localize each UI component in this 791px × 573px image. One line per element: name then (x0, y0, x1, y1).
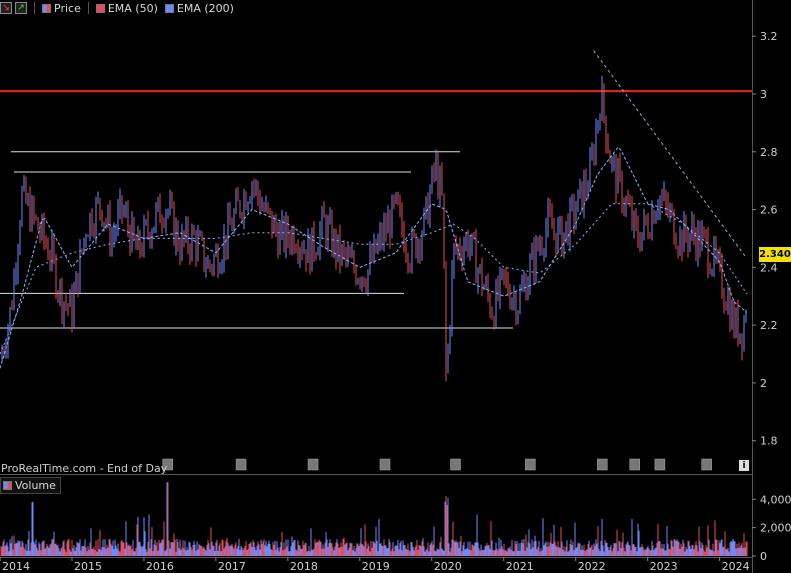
x-tick-label: 2015 (74, 560, 102, 573)
volume-panel-label[interactable]: Volume (0, 477, 61, 494)
x-tick-label: 2021 (506, 560, 534, 573)
legend-ema200-label: EMA (200) (176, 1, 234, 15)
scroll-down-icon[interactable]: ↘ (0, 2, 12, 14)
volume-tick-label: 0 (760, 550, 767, 563)
y-tick-label: 2.6 (760, 204, 778, 217)
event-calendar-icon (450, 458, 461, 471)
volume-tick-label: 2,000k (760, 522, 791, 535)
data-source-label: ProRealTime.com - End of Day (1, 462, 168, 475)
x-tick-label: 2016 (146, 560, 174, 573)
event-calendar-icon (525, 458, 536, 471)
price-axis-area (752, 0, 791, 573)
y-tick-label: 2.4 (760, 261, 778, 274)
x-tick-label: 2020 (434, 560, 462, 573)
legend-price-label: Price (54, 1, 81, 15)
ema50-swatch-icon (95, 3, 105, 13)
legend-price[interactable]: Price (42, 2, 81, 15)
info-icon[interactable]: i (739, 460, 749, 471)
y-tick-label: 3.2 (760, 30, 778, 43)
ema200-line (0, 203, 748, 355)
legend-ema200[interactable]: EMA (200) (164, 1, 234, 15)
volume-bars (0, 482, 748, 556)
event-calendar-icon (235, 458, 247, 471)
y-tick-label: 2.8 (760, 146, 778, 159)
event-calendar-icon (701, 458, 712, 471)
volume-swatch-icon (3, 481, 12, 490)
x-tick-label: 2023 (650, 560, 678, 573)
volume-label-text: Volume (15, 479, 56, 492)
x-tick-label: 2019 (362, 560, 390, 573)
event-calendar-icon (654, 458, 666, 471)
ema200-swatch-icon (164, 3, 174, 13)
price-candles (1, 75, 747, 382)
x-tick-label: 2022 (578, 560, 606, 573)
event-calendar-icon (379, 458, 391, 471)
ema50-line (0, 146, 748, 369)
event-calendar-icon (597, 458, 608, 471)
y-tick-label: 2 (760, 377, 767, 390)
y-tick-label: 3 (760, 88, 767, 101)
scroll-up-icon[interactable]: ↗ (15, 2, 27, 14)
chart-toolbar: ↘ ↗ Price EMA (50) EMA (200) (0, 0, 234, 16)
x-tick-label: 2017 (218, 560, 246, 573)
toolbar-separator (87, 2, 89, 14)
legend-ema50[interactable]: EMA (50) (95, 1, 158, 15)
x-tick-label: 2018 (290, 560, 318, 573)
x-tick-label: 2014 (2, 560, 30, 573)
y-tick-label: 1.8 (760, 435, 778, 448)
event-calendar-icon (162, 458, 173, 471)
toolbar-separator (34, 2, 35, 14)
price-candle-icon (42, 3, 51, 13)
y-tick-label: 2.2 (760, 319, 778, 332)
x-tick-label: 2024 (722, 560, 750, 573)
event-calendar-icon (629, 458, 640, 471)
event-calendar-icon (307, 458, 319, 471)
legend-ema50-label: EMA (50) (107, 1, 158, 15)
trendline (593, 50, 746, 257)
last-price-tag: 2.340 (759, 247, 791, 262)
volume-tick-label: 4,000k (760, 493, 791, 506)
